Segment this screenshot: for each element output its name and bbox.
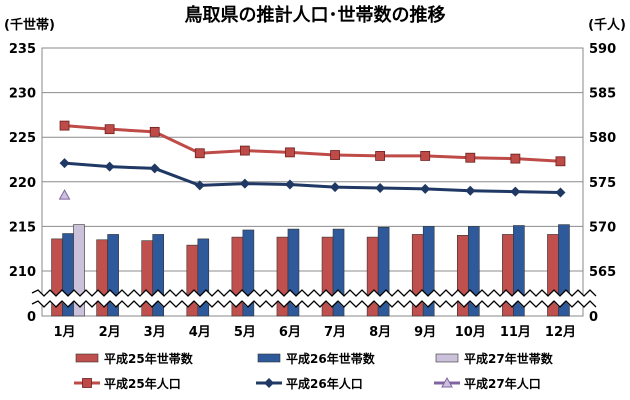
- x-tick-label: 5月: [234, 325, 256, 340]
- x-tick-label: 3月: [144, 325, 166, 340]
- point-平成25年人口: [555, 156, 566, 167]
- break-line-upper: [31, 289, 597, 297]
- point-平成26年人口: [194, 180, 205, 191]
- x-tick-label: 9月: [414, 325, 436, 340]
- legend-swatch: [435, 353, 459, 363]
- right-tick-label: 0: [589, 310, 598, 325]
- point-平成26年人口: [104, 161, 115, 172]
- x-tick-label: 10月: [455, 325, 486, 340]
- bar-平成26年世帯数: [107, 234, 119, 317]
- bar-平成26年世帯数: [513, 225, 525, 317]
- left-tick-label: 225: [9, 131, 36, 146]
- bar-平成26年世帯数: [152, 234, 165, 317]
- left-tick-label: 230: [9, 87, 36, 102]
- left-axis-unit: (千世帯): [4, 17, 55, 33]
- point-平成26年人口: [555, 187, 566, 198]
- right-tick-label: 585: [589, 87, 616, 102]
- point-平成25年人口: [239, 145, 250, 156]
- right-tick-label: 580: [589, 131, 616, 146]
- point-平成26年人口: [420, 183, 431, 194]
- chart-title: 鳥取県の推計人口･世帯数の推移: [185, 4, 446, 26]
- axes: 235 590 230 585 225 580 220 575 215 570 210 565 0 0 1月…: [9, 42, 616, 340]
- x-tick-label: 4月: [189, 325, 211, 340]
- legend-label: 平成26年世帯数: [286, 351, 376, 366]
- legend-marker: [82, 378, 92, 388]
- point-平成25年人口: [59, 120, 70, 131]
- bar-series: [51, 224, 570, 317]
- point-平成25年人口: [285, 147, 295, 158]
- x-tick-label: 8月: [369, 325, 391, 340]
- point-平成26年人口: [510, 186, 521, 197]
- bar-平成26年世帯数: [287, 228, 300, 317]
- bar-平成26年世帯数: [467, 226, 480, 317]
- right-tick-label: 590: [589, 42, 616, 57]
- legend-marker: [441, 376, 453, 388]
- point-平成25年人口: [465, 152, 476, 163]
- right-tick-label: 575: [589, 176, 616, 191]
- break-line-lower: [31, 300, 597, 308]
- line-平成25年人口: [64, 124, 561, 163]
- point-平成25年人口: [375, 151, 386, 161]
- bar-平成26年世帯数: [558, 224, 570, 317]
- bar-平成26年世帯数: [332, 228, 345, 317]
- bar-平成26年世帯数: [242, 229, 255, 317]
- right-tick-label: 570: [589, 220, 616, 235]
- line-series: [58, 120, 566, 200]
- x-tick-label: 11月: [500, 325, 531, 340]
- point-平成26年人口: [375, 183, 386, 194]
- x-tick-label: 6月: [279, 325, 301, 340]
- line-平成26年人口: [64, 161, 561, 195]
- axis-break: [31, 289, 597, 308]
- bar-平成27年世帯数: [73, 224, 85, 317]
- legend-swatch: [75, 353, 99, 363]
- point-平成26年人口: [284, 179, 295, 190]
- left-tick-label: 0: [27, 310, 36, 325]
- point-平成25年人口: [510, 153, 521, 164]
- point-平成25年人口: [420, 151, 431, 161]
- right-tick-label: 565: [589, 265, 616, 280]
- legend-label: 平成27年世帯数: [464, 351, 554, 366]
- bar-平成26年世帯数: [197, 238, 210, 317]
- x-tick-label: 7月: [324, 325, 346, 340]
- left-tick-label: 235: [9, 42, 36, 57]
- point-平成25年人口: [194, 148, 205, 159]
- right-axis-unit: (千人): [588, 17, 626, 33]
- left-tick-label: 215: [9, 220, 36, 235]
- legend-swatch: [257, 353, 281, 363]
- point-平成26年人口: [239, 178, 250, 189]
- point-平成26年人口: [330, 182, 341, 193]
- left-tick-label: 220: [9, 176, 36, 191]
- x-tick-label: 1月: [54, 325, 76, 340]
- point-平成27年人口: [58, 189, 71, 200]
- legend-marker: [264, 378, 274, 388]
- legend-label: 平成25年世帯数: [104, 351, 194, 366]
- point-平成26年人口: [465, 185, 476, 196]
- point-平成26年人口: [149, 163, 160, 174]
- x-tick-label: 12月: [545, 325, 576, 340]
- point-平成25年人口: [149, 126, 160, 137]
- legend-label: 平成25年人口: [104, 376, 181, 391]
- left-tick-label: 210: [9, 265, 36, 280]
- bar-平成26年世帯数: [377, 226, 390, 317]
- legend-label: 平成27年人口: [464, 376, 541, 391]
- legend-label: 平成26年人口: [286, 376, 363, 391]
- point-平成26年人口: [59, 158, 70, 169]
- point-平成25年人口: [330, 150, 340, 160]
- x-tick-label: 2月: [99, 325, 121, 340]
- point-平成25年人口: [104, 124, 115, 135]
- bar-平成26年世帯数: [422, 226, 435, 317]
- gridlines: [42, 92, 583, 272]
